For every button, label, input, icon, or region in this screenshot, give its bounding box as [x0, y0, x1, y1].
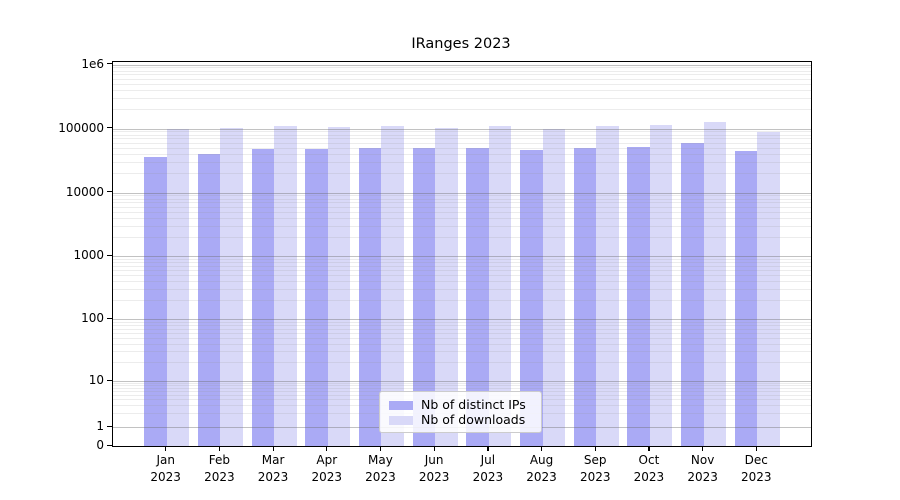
x-tick-year: 2023: [150, 470, 181, 484]
x-tick-label-feb: Feb 2023: [191, 452, 247, 486]
x-tick-month: Aug: [529, 453, 554, 467]
bars-layer: [113, 62, 811, 446]
bar-nb-of-distinct-ips-aug: [520, 150, 543, 446]
x-tick-mark: [594, 446, 596, 451]
x-tick-mark: [487, 446, 489, 451]
y-tick-label: 1000: [73, 248, 104, 262]
x-tick-mark: [541, 446, 543, 451]
bar-nb-of-downloads-mar: [274, 125, 297, 446]
x-tick-month: Jan: [156, 453, 175, 467]
x-tick-mark: [702, 446, 704, 451]
x-tick-label-apr: Apr 2023: [299, 452, 355, 486]
x-tick-year: 2023: [633, 470, 665, 484]
bar-nb-of-distinct-ips-oct: [627, 146, 650, 446]
bar-nb-of-downloads-apr: [327, 126, 351, 446]
x-tick-year: 2023: [257, 470, 289, 484]
bar-nb-of-distinct-ips-jul: [466, 148, 489, 446]
x-tick-month: Jul: [480, 453, 496, 467]
x-tick-label-mar: Mar 2023: [245, 452, 301, 486]
plot-area: [112, 61, 812, 447]
y-tick-mark: [107, 425, 112, 427]
bar-nb-of-downloads-dec: [757, 131, 780, 446]
y-tick-mark: [107, 317, 112, 319]
bar-nb-of-distinct-ips-jan: [144, 156, 167, 446]
x-tick-month: Oct: [638, 453, 660, 467]
y-tick-label: 100000: [58, 120, 104, 135]
x-tick-year: 2023: [579, 470, 611, 484]
x-tick-month: Feb: [208, 453, 230, 467]
x-tick-month: Nov: [690, 453, 715, 467]
x-tick-year: 2023: [418, 470, 450, 484]
y-tick-label: 1e6: [81, 56, 104, 71]
x-tick-mark: [218, 446, 221, 451]
legend: Nb of distinct IPs Nb of downloads: [379, 391, 542, 433]
bar-nb-of-distinct-ips-may: [358, 148, 382, 446]
x-tick-year: 2023: [365, 470, 396, 484]
legend-entry-downloads: Nb of downloads: [389, 413, 532, 427]
y-tick-label: 10: [88, 373, 104, 387]
x-tick-year: 2023: [687, 470, 718, 484]
bar-nb-of-downloads-aug: [542, 129, 566, 446]
x-tick-year: 2023: [741, 470, 772, 484]
x-tick-year: 2023: [526, 470, 557, 484]
bar-nb-of-downloads-oct: [649, 125, 673, 446]
bar-nb-of-distinct-ips-feb: [197, 153, 221, 446]
bar-nb-of-distinct-ips-mar: [251, 148, 275, 446]
x-tick-mark: [433, 446, 435, 451]
x-tick-label-dec: Dec 2023: [728, 452, 784, 486]
bar-nb-of-downloads-sep: [596, 126, 619, 446]
x-tick-month: Dec: [744, 453, 768, 467]
x-tick-month: Sep: [583, 453, 607, 467]
x-tick-label-oct: Oct 2023: [621, 452, 677, 486]
bar-nb-of-downloads-jan: [166, 129, 190, 446]
y-tick-label: 0: [96, 438, 104, 452]
bar-nb-of-downloads-may: [381, 126, 404, 446]
legend-label-distinct-ips: Nb of distinct IPs: [421, 397, 526, 412]
x-tick-label-nov: Nov 2023: [675, 452, 731, 486]
x-tick-mark: [165, 446, 167, 451]
legend-swatch-downloads: [389, 415, 413, 425]
y-tick-mark: [107, 444, 112, 446]
bar-nb-of-distinct-ips-nov: [681, 143, 704, 446]
x-tick-month: Apr: [316, 453, 338, 467]
bar-nb-of-downloads-jul: [488, 126, 512, 446]
x-tick-label-may: May 2023: [352, 452, 408, 486]
bar-nb-of-downloads-feb: [220, 128, 243, 446]
y-tick-mark: [107, 379, 112, 381]
x-tick-year: 2023: [204, 470, 235, 484]
bar-nb-of-downloads-jun: [435, 128, 458, 446]
legend-entry-distinct-ips: Nb of distinct IPs: [389, 398, 532, 412]
x-tick-mark: [326, 446, 328, 451]
x-tick-mark: [755, 446, 757, 451]
x-tick-month: May: [368, 453, 393, 467]
x-tick-label-jul: Jul 2023: [460, 452, 516, 486]
bar-nb-of-distinct-ips-sep: [573, 147, 597, 446]
legend-label-downloads: Nb of downloads: [421, 412, 526, 427]
y-tick-label: 1: [96, 419, 104, 433]
chart-title: IRanges 2023: [411, 36, 511, 52]
bar-nb-of-distinct-ips-jun: [412, 148, 436, 446]
y-tick-label: 100: [81, 311, 104, 325]
x-tick-mark: [272, 446, 274, 451]
bar-nb-of-distinct-ips-apr: [305, 149, 328, 446]
legend-swatch-distinct-ips: [389, 400, 413, 410]
x-tick-month: Jun: [424, 453, 444, 467]
y-tick-mark: [107, 63, 112, 65]
x-tick-month: Mar: [261, 453, 285, 467]
x-tick-label-jun: Jun 2023: [406, 452, 462, 486]
y-tick-mark: [107, 254, 112, 256]
y-tick-mark: [107, 127, 112, 129]
y-tick-mark: [107, 191, 112, 193]
x-tick-year: 2023: [472, 470, 504, 484]
x-tick-label-jan: Jan 2023: [138, 452, 194, 486]
x-tick-label-sep: Sep 2023: [567, 452, 623, 486]
x-tick-year: 2023: [311, 470, 343, 484]
x-tick-mark: [379, 446, 382, 451]
bar-nb-of-distinct-ips-dec: [734, 150, 758, 446]
x-tick-mark: [648, 446, 650, 451]
x-tick-label-aug: Aug 2023: [514, 452, 570, 486]
y-tick-label: 10000: [65, 184, 104, 199]
bar-nb-of-downloads-nov: [703, 122, 727, 446]
